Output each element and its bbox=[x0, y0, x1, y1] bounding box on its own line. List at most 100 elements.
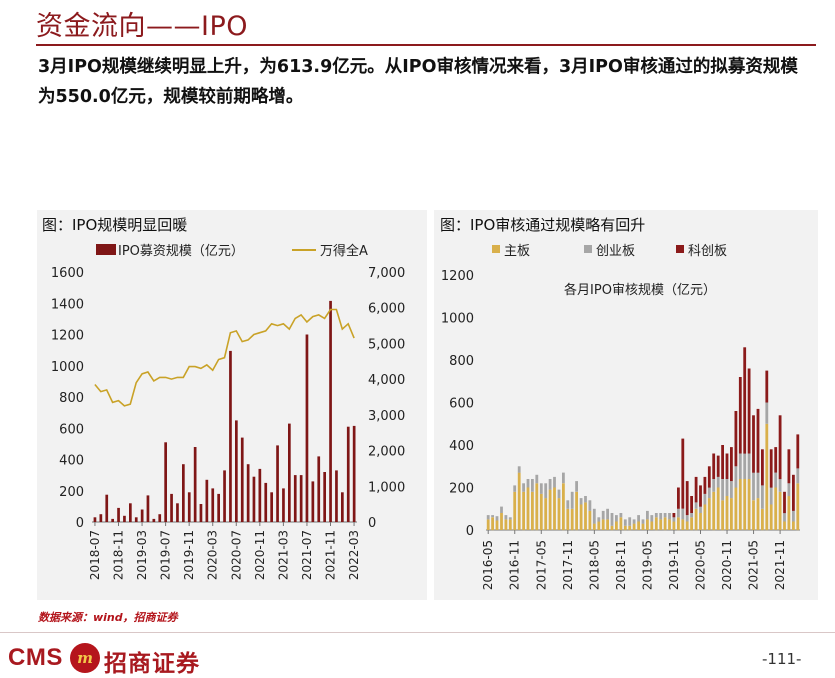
ipo-review-bar-segment bbox=[522, 483, 525, 492]
ipo-review-bar-segment bbox=[531, 479, 534, 492]
ipo-review-bar-segment bbox=[610, 513, 614, 526]
ipo-review-bar-segment bbox=[761, 508, 764, 531]
ipo-fundraising-bar bbox=[258, 468, 262, 522]
left-legend-line-label: 万得全A bbox=[320, 243, 368, 259]
right-y-tick-label: 7,000 bbox=[368, 266, 405, 281]
ipo-fundraising-bar bbox=[276, 445, 279, 522]
left-x-tick-label: 2022-03 bbox=[347, 530, 361, 580]
ipo-review-bar-segment bbox=[619, 513, 623, 518]
ipo-review-bar-segment bbox=[792, 521, 795, 530]
ipo-review-bar-segment bbox=[588, 500, 592, 511]
ipo-review-bar-segment bbox=[778, 415, 782, 480]
right-x-tick-label: 2018-05 bbox=[587, 540, 601, 590]
ipo-review-bar-segment bbox=[756, 472, 760, 499]
ipo-review-bar-segment bbox=[774, 447, 778, 473]
ipo-review-bar-segment bbox=[792, 474, 795, 511]
ipo-review-bar-segment bbox=[641, 519, 645, 524]
right-y-tick-label: 5,000 bbox=[368, 337, 405, 352]
ipo-review-bar-segment bbox=[508, 517, 512, 520]
left-y-tick-label: 0 bbox=[76, 516, 84, 531]
left-x-tick-label: 2020-11 bbox=[253, 530, 267, 580]
ipo-review-bar-segment bbox=[495, 520, 499, 530]
ipo-review-bar-segment bbox=[738, 479, 742, 530]
ipo-fundraising-bar bbox=[299, 475, 303, 522]
ipo-review-bar-segment bbox=[646, 510, 649, 520]
ipo-review-bar-segment bbox=[694, 476, 698, 503]
ipo-review-bar-segment bbox=[562, 472, 565, 484]
ipo-fundraising-bar bbox=[352, 425, 356, 522]
left-x-tick-label: 2020-03 bbox=[206, 530, 220, 580]
logo-emblem-icon: m bbox=[70, 643, 100, 673]
ipo-review-bar-segment bbox=[584, 502, 587, 530]
logo-chinese-name: 招商证券 bbox=[104, 651, 200, 677]
left-x-tick-label: 2019-11 bbox=[182, 530, 196, 580]
ipo-review-bar-segment bbox=[641, 523, 645, 530]
right-chart-inner-title: 各月IPO审核规模（亿元） bbox=[564, 282, 716, 298]
ipo-review-bar-segment bbox=[712, 479, 716, 492]
ipo-fundraising-bar bbox=[264, 482, 268, 522]
ipo-review-bar-segment bbox=[694, 502, 698, 509]
ipo-review-bar-segment bbox=[792, 510, 795, 522]
right-x-tick-label: 2021-11 bbox=[773, 540, 787, 590]
ipo-review-bar-segment bbox=[575, 491, 578, 531]
ipo-review-bar-segment bbox=[721, 479, 724, 501]
right-x-tick-label: 2020-05 bbox=[693, 540, 707, 590]
left-y-tick-label: 800 bbox=[59, 391, 84, 406]
ipo-review-bar-segment bbox=[721, 500, 724, 531]
ipo-review-bar-segment bbox=[615, 521, 618, 530]
ipo-review-bar-segment bbox=[557, 498, 561, 530]
ipo-review-bar-segment bbox=[716, 455, 720, 477]
ipo-review-bar-segment bbox=[690, 496, 693, 513]
ipo-review-bar-segment bbox=[672, 521, 676, 530]
right-y-tick-label: 1200 bbox=[441, 269, 474, 284]
ipo-fundraising-bar bbox=[293, 475, 297, 522]
ipo-review-bar-segment bbox=[522, 491, 525, 531]
ipo-review-bar-segment bbox=[787, 483, 791, 497]
ipo-review-bar-segment bbox=[677, 487, 680, 509]
left-x-tick-label: 2021-03 bbox=[276, 530, 290, 580]
right-legend-label: 主板 bbox=[504, 244, 530, 259]
ipo-review-bar-segment bbox=[730, 481, 733, 499]
ipo-fundraising-bar bbox=[240, 437, 244, 522]
right-legend-swatch bbox=[676, 245, 684, 253]
left-chart-panel bbox=[37, 210, 427, 600]
ipo-review-bar-segment bbox=[659, 513, 663, 520]
ipo-review-bar-segment bbox=[579, 498, 583, 505]
ipo-review-bar-segment bbox=[491, 517, 494, 531]
ipo-review-bar-segment bbox=[796, 468, 800, 484]
ipo-fundraising-bar bbox=[311, 481, 315, 522]
ipo-review-bar-segment bbox=[734, 487, 738, 530]
ipo-review-bar-segment bbox=[752, 472, 755, 501]
ipo-fundraising-bar bbox=[93, 517, 97, 522]
ipo-review-bar-segment bbox=[504, 515, 508, 520]
ipo-review-bar-segment bbox=[597, 517, 601, 522]
ipo-review-bar-segment bbox=[796, 483, 800, 531]
ipo-review-bar-segment bbox=[743, 479, 747, 530]
ipo-review-bar-segment bbox=[743, 347, 747, 454]
ipo-review-bar-segment bbox=[654, 517, 658, 531]
ipo-review-bar-segment bbox=[654, 513, 658, 518]
ipo-review-bar-segment bbox=[685, 515, 689, 522]
ipo-review-bar-segment bbox=[637, 521, 640, 530]
ipo-review-bar-segment bbox=[761, 449, 764, 486]
ipo-review-bar-segment bbox=[765, 370, 769, 403]
ipo-review-bar-segment bbox=[681, 508, 685, 520]
ipo-review-bar-segment bbox=[725, 496, 729, 530]
ipo-review-bar-segment bbox=[508, 519, 512, 530]
ipo-review-bar-segment bbox=[730, 447, 733, 482]
right-y-tick-label: 4,000 bbox=[368, 373, 405, 388]
right-legend-swatch bbox=[584, 245, 592, 253]
ipo-review-bar-segment bbox=[730, 498, 733, 530]
ipo-review-bar-segment bbox=[623, 525, 627, 531]
ipo-review-bar-segment bbox=[677, 517, 680, 531]
ipo-review-bar-segment bbox=[663, 517, 667, 531]
ipo-fundraising-bar bbox=[288, 423, 291, 522]
ipo-fundraising-bar bbox=[152, 518, 156, 522]
ipo-review-bar-segment bbox=[504, 519, 508, 530]
ipo-review-bar-segment bbox=[597, 521, 601, 530]
ipo-review-bar-segment bbox=[707, 498, 711, 530]
ipo-review-bar-segment bbox=[500, 506, 503, 513]
ipo-review-bar-segment bbox=[734, 466, 738, 488]
ipo-review-bar-segment bbox=[787, 449, 791, 484]
